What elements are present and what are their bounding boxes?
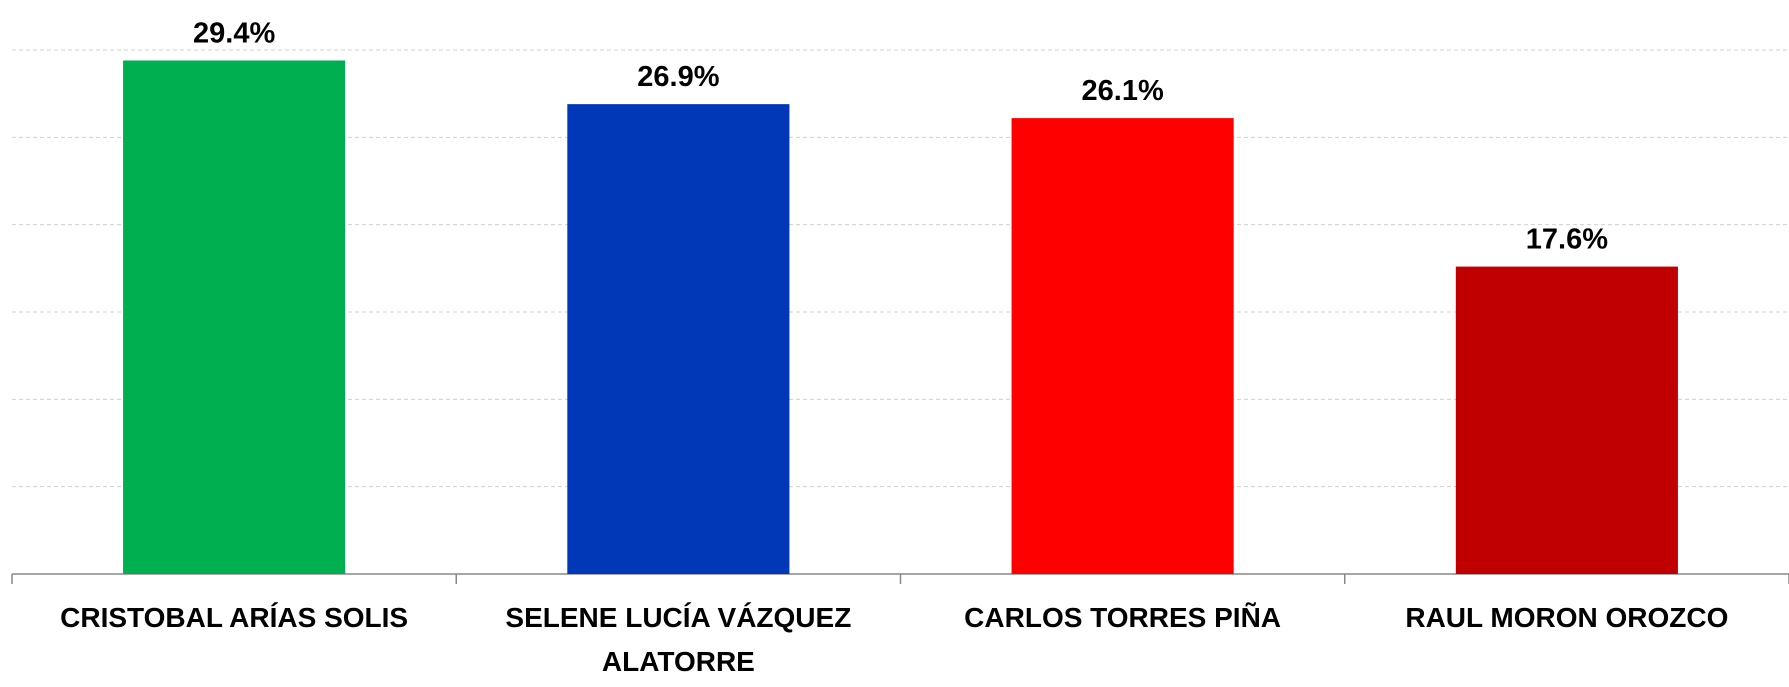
bar [1011,118,1234,575]
data-label: 26.9% [637,61,719,93]
bar [123,60,346,575]
data-label: 26.1% [1082,75,1164,107]
x-tick-label: CARLOS TORRES PIÑA [964,602,1282,633]
data-label: 29.4% [193,17,275,49]
x-tick-label: RAUL MORON OROZCO [1405,602,1729,633]
data-label: 17.6% [1526,224,1608,256]
bar [1455,266,1678,574]
x-tick-label: SELENE LUCÍA VÁZQUEZ ALATORRE [505,602,852,677]
x-tick-label: CRISTOBAL ARÍAS SOLIS [60,602,409,633]
bar [567,104,790,574]
